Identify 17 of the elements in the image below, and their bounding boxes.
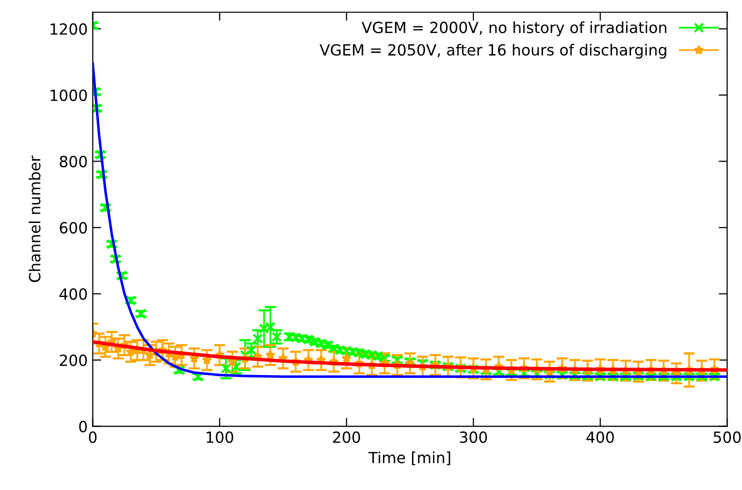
x-tick-label: 0 (88, 431, 97, 443)
x-tick-label: 400 (586, 431, 614, 443)
y-tick-label: 400 (59, 288, 87, 300)
legend-label: VGEM = 2050V, after 16 hours of discharging (320, 44, 666, 59)
y-tick-label: 1200 (50, 23, 87, 35)
y-tick-label: 0 (79, 420, 87, 432)
x-tick-label: 500 (714, 431, 741, 443)
legend-label: VGEM = 2000V, no history of irradiation (362, 21, 666, 36)
y-tick-label: 200 (60, 354, 87, 366)
y-tick-label: 600 (60, 222, 87, 234)
y-tick-label: 800 (60, 156, 87, 168)
x-tick-label: 100 (206, 431, 234, 443)
x-tick-label: 300 (460, 431, 487, 443)
y-tick-label: 1000 (50, 90, 87, 102)
y-axis-title: Channel number (28, 156, 40, 282)
x-axis-title: Time [min] (368, 452, 450, 466)
x-tick-label: 200 (333, 431, 360, 443)
